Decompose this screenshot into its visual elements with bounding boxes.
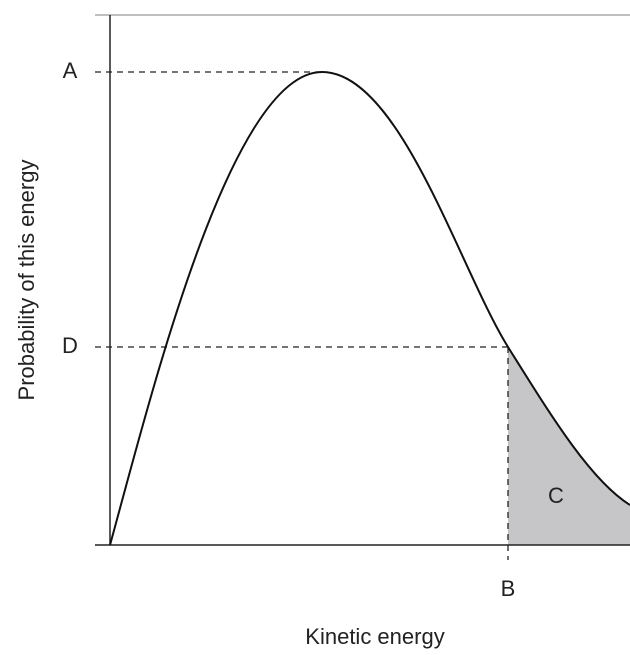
label-a: A [63,58,78,83]
label-c: C [548,483,564,508]
label-d: D [62,333,78,358]
x-axis-label: Kinetic energy [305,624,444,649]
y-axis-label: Probability of this energy [14,160,39,401]
label-b: B [501,576,516,601]
distribution-curve [109,70,630,546]
